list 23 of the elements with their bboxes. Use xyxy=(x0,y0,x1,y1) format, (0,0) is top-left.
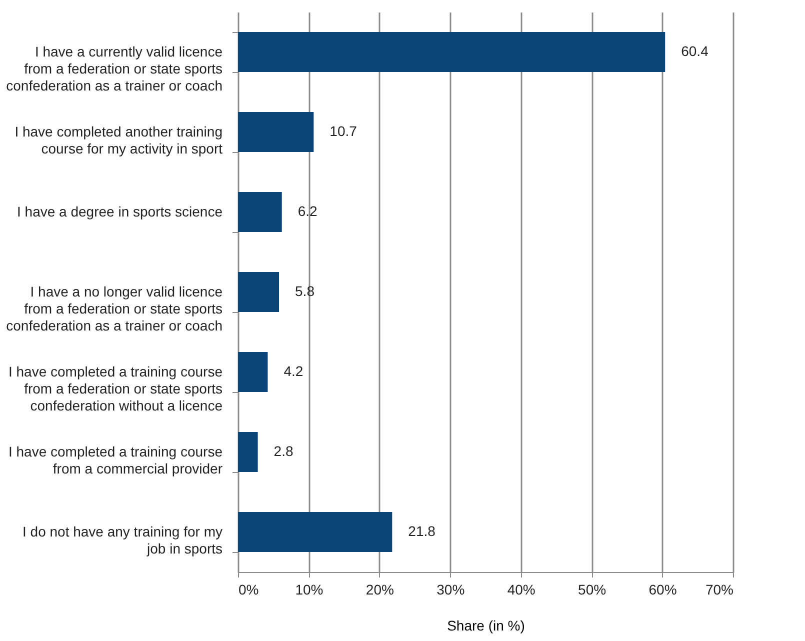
data-label: 10.7 xyxy=(330,123,358,139)
y-tick-label: I have completed another training course for my activity in sport xyxy=(14,124,223,156)
x-tick-label: 50% xyxy=(578,582,606,598)
x-axis-title: Share (in %) xyxy=(447,618,525,634)
y-tick-label: I have completed a training course from a federation or state sports confederation without a licence xyxy=(8,364,223,414)
data-label: 5.8 xyxy=(295,283,315,299)
data-label: 4.2 xyxy=(284,363,304,379)
data-label: 21.8 xyxy=(408,523,436,539)
x-tick-label: 30% xyxy=(436,582,465,598)
y-tick-label: I have completed a training course from a commercial provider xyxy=(8,444,223,476)
data-label: 2.8 xyxy=(274,443,294,459)
x-tick-label: 40% xyxy=(507,582,536,598)
y-tick-label: I do not have any training for my job in sports xyxy=(22,524,222,556)
y-tick-label: I have a degree in sports science xyxy=(17,204,223,220)
y-tick-label: I have a no longer valid licence from a federation or state sports confederation as a trainer or coach xyxy=(6,284,223,334)
x-tick-label: 70% xyxy=(705,582,734,598)
x-tick-label: 0% xyxy=(238,582,259,598)
y-tick-label: I have a currently valid licence from a federation or state sports confederation as a trainer or coach xyxy=(6,44,223,94)
data-label: 60.4 xyxy=(681,43,709,59)
x-tick-label: 60% xyxy=(648,582,677,598)
data-label: 6.2 xyxy=(298,203,318,219)
x-tick-label: 20% xyxy=(366,582,394,598)
x-tick-label: 10% xyxy=(295,582,324,598)
